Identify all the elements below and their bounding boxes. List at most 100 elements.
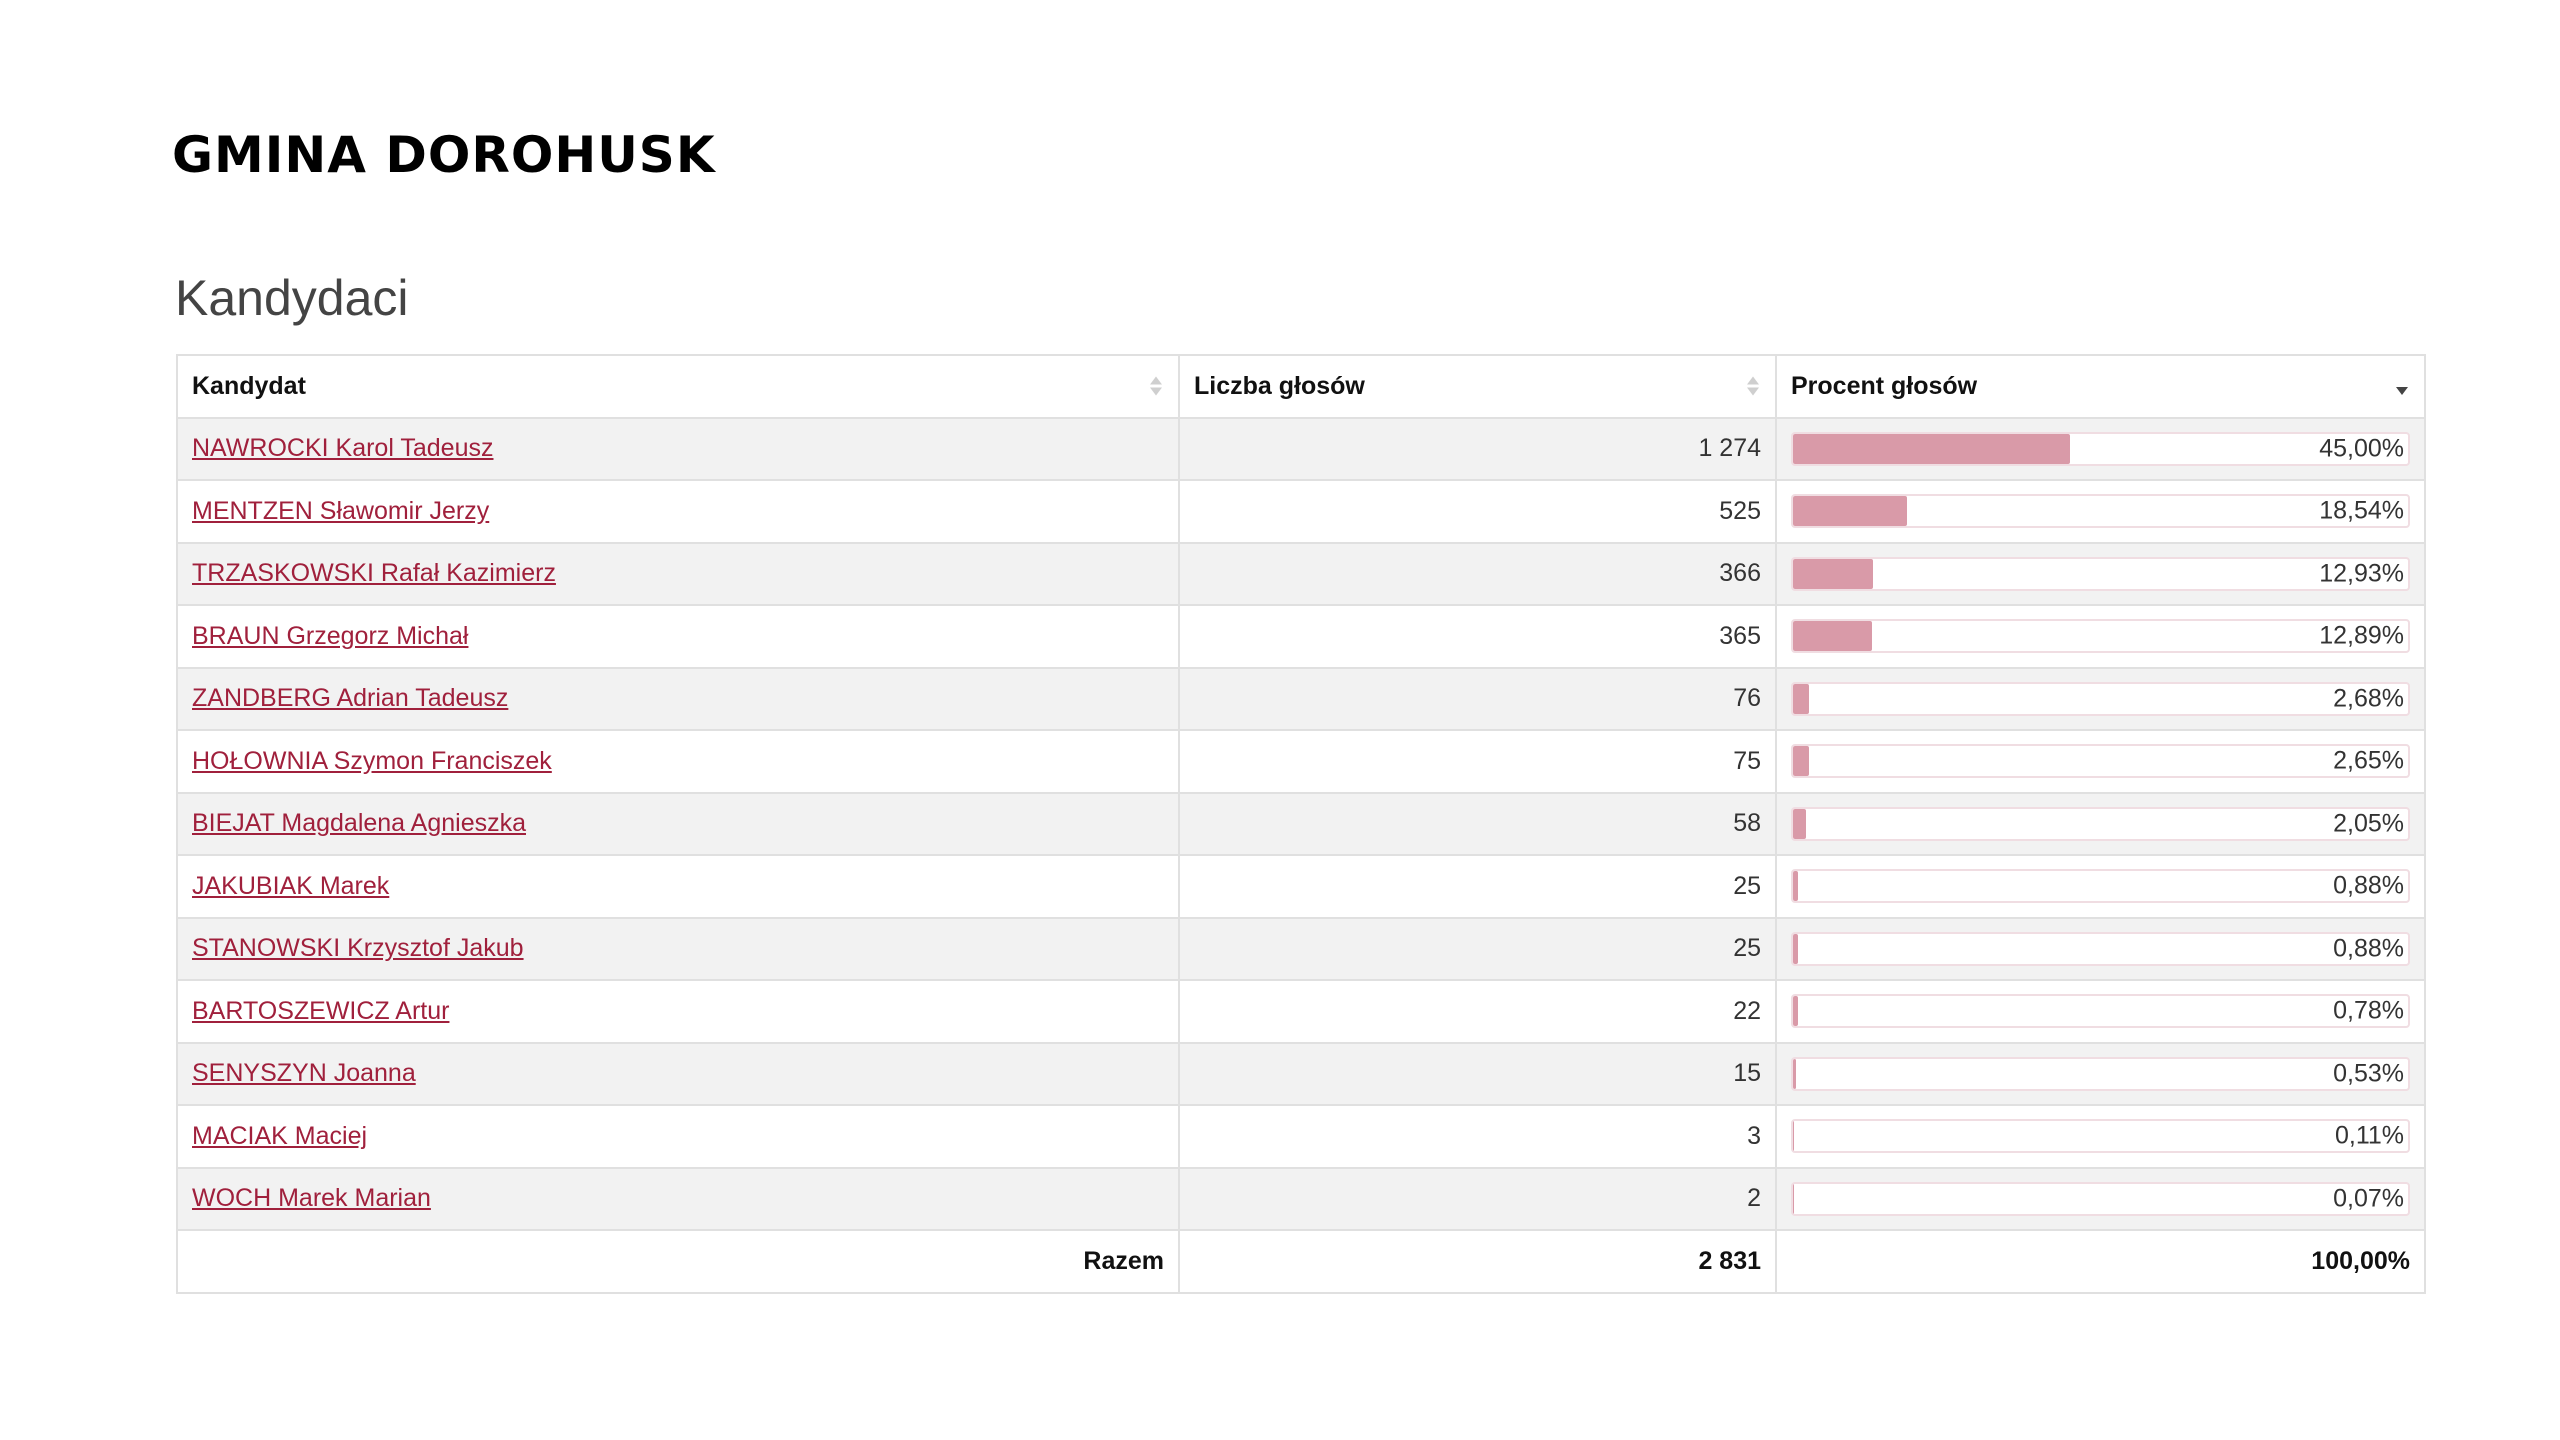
percent-cell: 0,78% bbox=[1775, 979, 2426, 1044]
percent-label: 45,00% bbox=[2319, 434, 2404, 463]
votes-cell: 25 bbox=[1178, 854, 1777, 919]
candidate-link[interactable]: BRAUN Grzegorz Michał bbox=[192, 621, 469, 650]
percent-bar-fill bbox=[1793, 683, 1810, 714]
percent-bar: 2,05% bbox=[1791, 806, 2410, 841]
percent-bar-fill bbox=[1793, 1058, 1797, 1089]
table-footer: Razem 2 831 100,00% bbox=[176, 1229, 2426, 1294]
results-table: Kandydat Liczba głosów Procent głosów NA… bbox=[176, 354, 2426, 1294]
percent-bar-fill bbox=[1793, 433, 2070, 464]
candidate-cell: HOŁOWNIA Szymon Franciszek bbox=[176, 729, 1180, 794]
sort-icon[interactable] bbox=[1150, 376, 1162, 396]
percent-cell: 2,68% bbox=[1775, 666, 2426, 731]
column-header-candidate[interactable]: Kandydat bbox=[176, 354, 1180, 419]
percent-label: 12,93% bbox=[2319, 559, 2404, 588]
total-votes: 2 831 bbox=[1178, 1229, 1777, 1294]
table-row: NAWROCKI Karol Tadeusz 1 274 45,00% bbox=[176, 416, 2426, 481]
percent-label: 2,05% bbox=[2333, 809, 2404, 838]
percent-label: 2,65% bbox=[2333, 746, 2404, 775]
percent-bar-fill bbox=[1793, 933, 1799, 964]
table-row: JAKUBIAK Marek 25 0,88% bbox=[176, 854, 2426, 919]
percent-bar: 2,68% bbox=[1791, 681, 2410, 716]
column-header-percent[interactable]: Procent głosów bbox=[1775, 354, 2426, 419]
percent-bar: 12,89% bbox=[1791, 619, 2410, 654]
percent-bar-fill bbox=[1793, 558, 1873, 589]
votes-cell: 75 bbox=[1178, 729, 1777, 794]
total-row: Razem 2 831 100,00% bbox=[176, 1229, 2426, 1294]
table-body: NAWROCKI Karol Tadeusz 1 274 45,00% MENTZEN… bbox=[176, 416, 2426, 1231]
percent-bar: 0,88% bbox=[1791, 869, 2410, 904]
percent-cell: 0,07% bbox=[1775, 1166, 2426, 1231]
candidate-link[interactable]: NAWROCKI Karol Tadeusz bbox=[192, 434, 494, 463]
votes-cell: 366 bbox=[1178, 541, 1777, 606]
percent-bar: 0,78% bbox=[1791, 994, 2410, 1029]
votes-cell: 525 bbox=[1178, 479, 1777, 544]
percent-bar-fill bbox=[1793, 871, 1799, 902]
percent-label: 18,54% bbox=[2319, 496, 2404, 525]
candidate-link[interactable]: HOŁOWNIA Szymon Franciszek bbox=[192, 746, 552, 775]
table-row: ZANDBERG Adrian Tadeusz 76 2,68% bbox=[176, 666, 2426, 731]
percent-cell: 0,88% bbox=[1775, 916, 2426, 981]
candidate-cell: MENTZEN Sławomir Jerzy bbox=[176, 479, 1180, 544]
column-header-label: Kandydat bbox=[192, 371, 306, 400]
table-row: TRZASKOWSKI Rafał Kazimierz 366 12,93% bbox=[176, 541, 2426, 606]
percent-label: 2,68% bbox=[2333, 684, 2404, 713]
candidate-cell: TRZASKOWSKI Rafał Kazimierz bbox=[176, 541, 1180, 606]
table-header: Kandydat Liczba głosów Procent głosów bbox=[176, 354, 2426, 419]
section-title: Kandydaci bbox=[175, 270, 409, 326]
candidate-link[interactable]: BIEJAT Magdalena Agnieszka bbox=[192, 809, 526, 838]
candidate-cell: STANOWSKI Krzysztof Jakub bbox=[176, 916, 1180, 981]
candidate-link[interactable]: STANOWSKI Krzysztof Jakub bbox=[192, 934, 524, 963]
sort-descending-icon[interactable] bbox=[2396, 377, 2408, 396]
candidate-link[interactable]: TRZASKOWSKI Rafał Kazimierz bbox=[192, 559, 556, 588]
candidate-link[interactable]: MENTZEN Sławomir Jerzy bbox=[192, 496, 490, 525]
candidate-link[interactable]: JAKUBIAK Marek bbox=[192, 871, 390, 900]
percent-cell: 0,11% bbox=[1775, 1104, 2426, 1169]
votes-cell: 2 bbox=[1178, 1166, 1777, 1231]
candidate-cell: NAWROCKI Karol Tadeusz bbox=[176, 416, 1180, 481]
candidate-cell: ZANDBERG Adrian Tadeusz bbox=[176, 666, 1180, 731]
candidate-cell: SENYSZYN Joanna bbox=[176, 1041, 1180, 1106]
votes-cell: 58 bbox=[1178, 791, 1777, 856]
candidate-link[interactable]: ZANDBERG Adrian Tadeusz bbox=[192, 684, 509, 713]
candidate-link[interactable]: WOCH Marek Marian bbox=[192, 1184, 431, 1213]
table-row: MACIAK Maciej 3 0,11% bbox=[176, 1104, 2426, 1169]
column-header-label: Procent głosów bbox=[1791, 371, 1978, 400]
votes-cell: 25 bbox=[1178, 916, 1777, 981]
candidate-link[interactable]: MACIAK Maciej bbox=[192, 1121, 368, 1150]
percent-bar: 0,07% bbox=[1791, 1181, 2410, 1216]
sort-icon[interactable] bbox=[1747, 376, 1759, 396]
percent-bar: 0,53% bbox=[1791, 1056, 2410, 1091]
column-header-votes[interactable]: Liczba głosów bbox=[1178, 354, 1777, 419]
percent-bar: 45,00% bbox=[1791, 431, 2410, 466]
percent-label: 0,88% bbox=[2333, 934, 2404, 963]
votes-cell: 1 274 bbox=[1178, 416, 1777, 481]
percent-cell: 45,00% bbox=[1775, 416, 2426, 481]
table-row: WOCH Marek Marian 2 0,07% bbox=[176, 1166, 2426, 1231]
percent-cell: 0,53% bbox=[1775, 1041, 2426, 1106]
percent-bar: 0,88% bbox=[1791, 931, 2410, 966]
percent-bar-fill bbox=[1793, 746, 1810, 777]
percent-cell: 2,65% bbox=[1775, 729, 2426, 794]
percent-bar: 12,93% bbox=[1791, 556, 2410, 591]
percent-bar-fill bbox=[1793, 621, 1873, 652]
votes-cell: 22 bbox=[1178, 979, 1777, 1044]
candidate-cell: BRAUN Grzegorz Michał bbox=[176, 604, 1180, 669]
candidate-link[interactable]: SENYSZYN Joanna bbox=[192, 1059, 416, 1088]
percent-bar-fill bbox=[1793, 1121, 1794, 1152]
percent-label: 0,88% bbox=[2333, 871, 2404, 900]
header-row: Kandydat Liczba głosów Procent głosów bbox=[176, 354, 2426, 419]
candidate-cell: BIEJAT Magdalena Agnieszka bbox=[176, 791, 1180, 856]
percent-bar: 18,54% bbox=[1791, 494, 2410, 529]
percent-cell: 0,88% bbox=[1775, 854, 2426, 919]
votes-cell: 15 bbox=[1178, 1041, 1777, 1106]
votes-cell: 76 bbox=[1178, 666, 1777, 731]
percent-cell: 18,54% bbox=[1775, 479, 2426, 544]
total-percent: 100,00% bbox=[1775, 1229, 2426, 1294]
percent-cell: 2,05% bbox=[1775, 791, 2426, 856]
percent-bar-fill bbox=[1793, 996, 1798, 1027]
percent-label: 0,53% bbox=[2333, 1059, 2404, 1088]
percent-label: 0,07% bbox=[2333, 1184, 2404, 1213]
percent-bar-fill bbox=[1793, 808, 1806, 839]
total-label: Razem bbox=[176, 1229, 1180, 1294]
candidate-link[interactable]: BARTOSZEWICZ Artur bbox=[192, 996, 450, 1025]
